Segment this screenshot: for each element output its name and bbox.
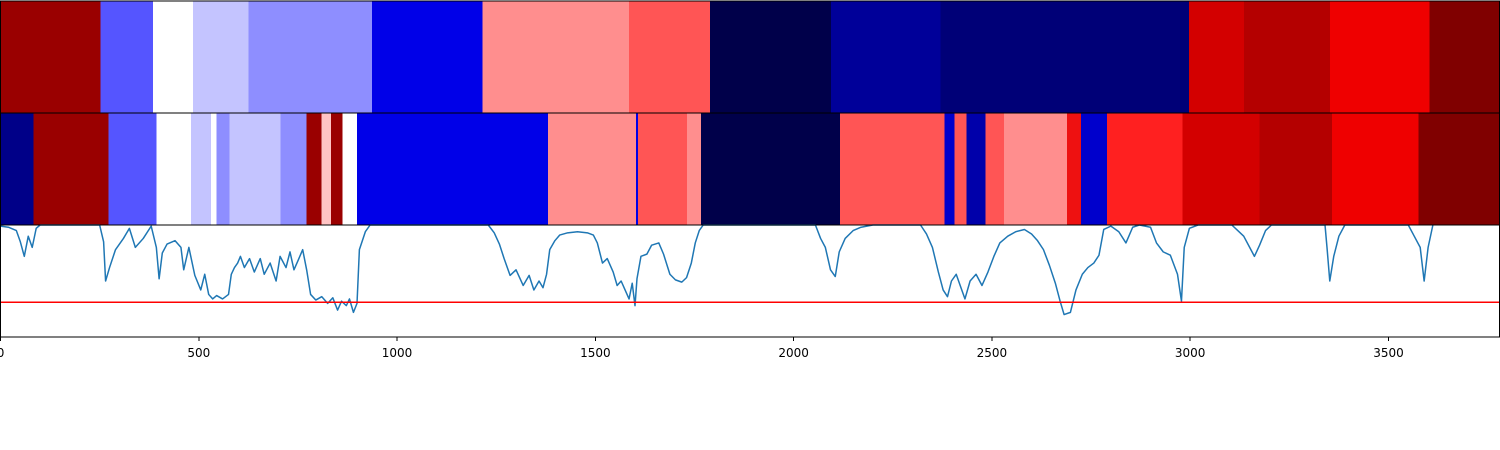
segment (1329, 1, 1430, 113)
segment (321, 113, 331, 225)
x-tick-label: 1500 (580, 346, 611, 360)
segment (629, 1, 710, 113)
segment (100, 1, 154, 113)
series-line (0, 224, 1434, 316)
segment (638, 113, 687, 225)
segment (192, 1, 249, 113)
segment (1003, 113, 1068, 225)
segment (1067, 113, 1082, 225)
x-tick-label: 0 (0, 346, 4, 360)
x-tick-label: 3500 (1373, 346, 1404, 360)
segment (940, 1, 1189, 113)
segment (33, 113, 109, 225)
segment (840, 113, 945, 225)
panel-top-segment-bar (0, 0, 1500, 114)
segment (156, 113, 191, 225)
panel-middle-segment-bar (0, 112, 1500, 226)
segment (686, 113, 702, 225)
segment (280, 113, 307, 225)
segment (306, 113, 322, 225)
x-tick-label: 1000 (382, 346, 413, 360)
segment (966, 113, 986, 225)
x-tick-label: 3000 (1175, 346, 1206, 360)
segment (0, 113, 34, 225)
segment (1429, 1, 1500, 113)
segment (1259, 113, 1332, 225)
segment (330, 113, 343, 225)
segment (211, 113, 217, 225)
segment (635, 113, 639, 225)
segment (1244, 1, 1330, 113)
panel-frame (0, 224, 1500, 338)
segment (1081, 113, 1107, 225)
x-tick-label: 500 (187, 346, 210, 360)
x-tick-label: 2500 (977, 346, 1008, 360)
segment (830, 1, 941, 113)
segment (342, 113, 358, 225)
segment (1188, 1, 1245, 113)
segment (985, 113, 1004, 225)
segment (1418, 113, 1500, 225)
x-tick-label: 2000 (778, 346, 809, 360)
segment (944, 113, 955, 225)
segment (954, 113, 967, 225)
segment (547, 113, 636, 225)
segment (709, 1, 831, 113)
segment (701, 113, 841, 225)
segment (248, 1, 373, 113)
segment (0, 1, 101, 113)
segment (108, 113, 157, 225)
panel-bottom-line-plot (0, 224, 1500, 338)
segment (482, 1, 630, 113)
segment (153, 1, 193, 113)
segment (1182, 113, 1260, 225)
segment (1331, 113, 1419, 225)
segment (1106, 113, 1183, 225)
segment (357, 113, 548, 225)
segment (190, 113, 212, 225)
x-axis: 0 500 1000 1500 2000 2500 3000 3500 (0, 337, 1404, 360)
segment (229, 113, 281, 225)
segment (216, 113, 230, 225)
segment (372, 1, 483, 113)
